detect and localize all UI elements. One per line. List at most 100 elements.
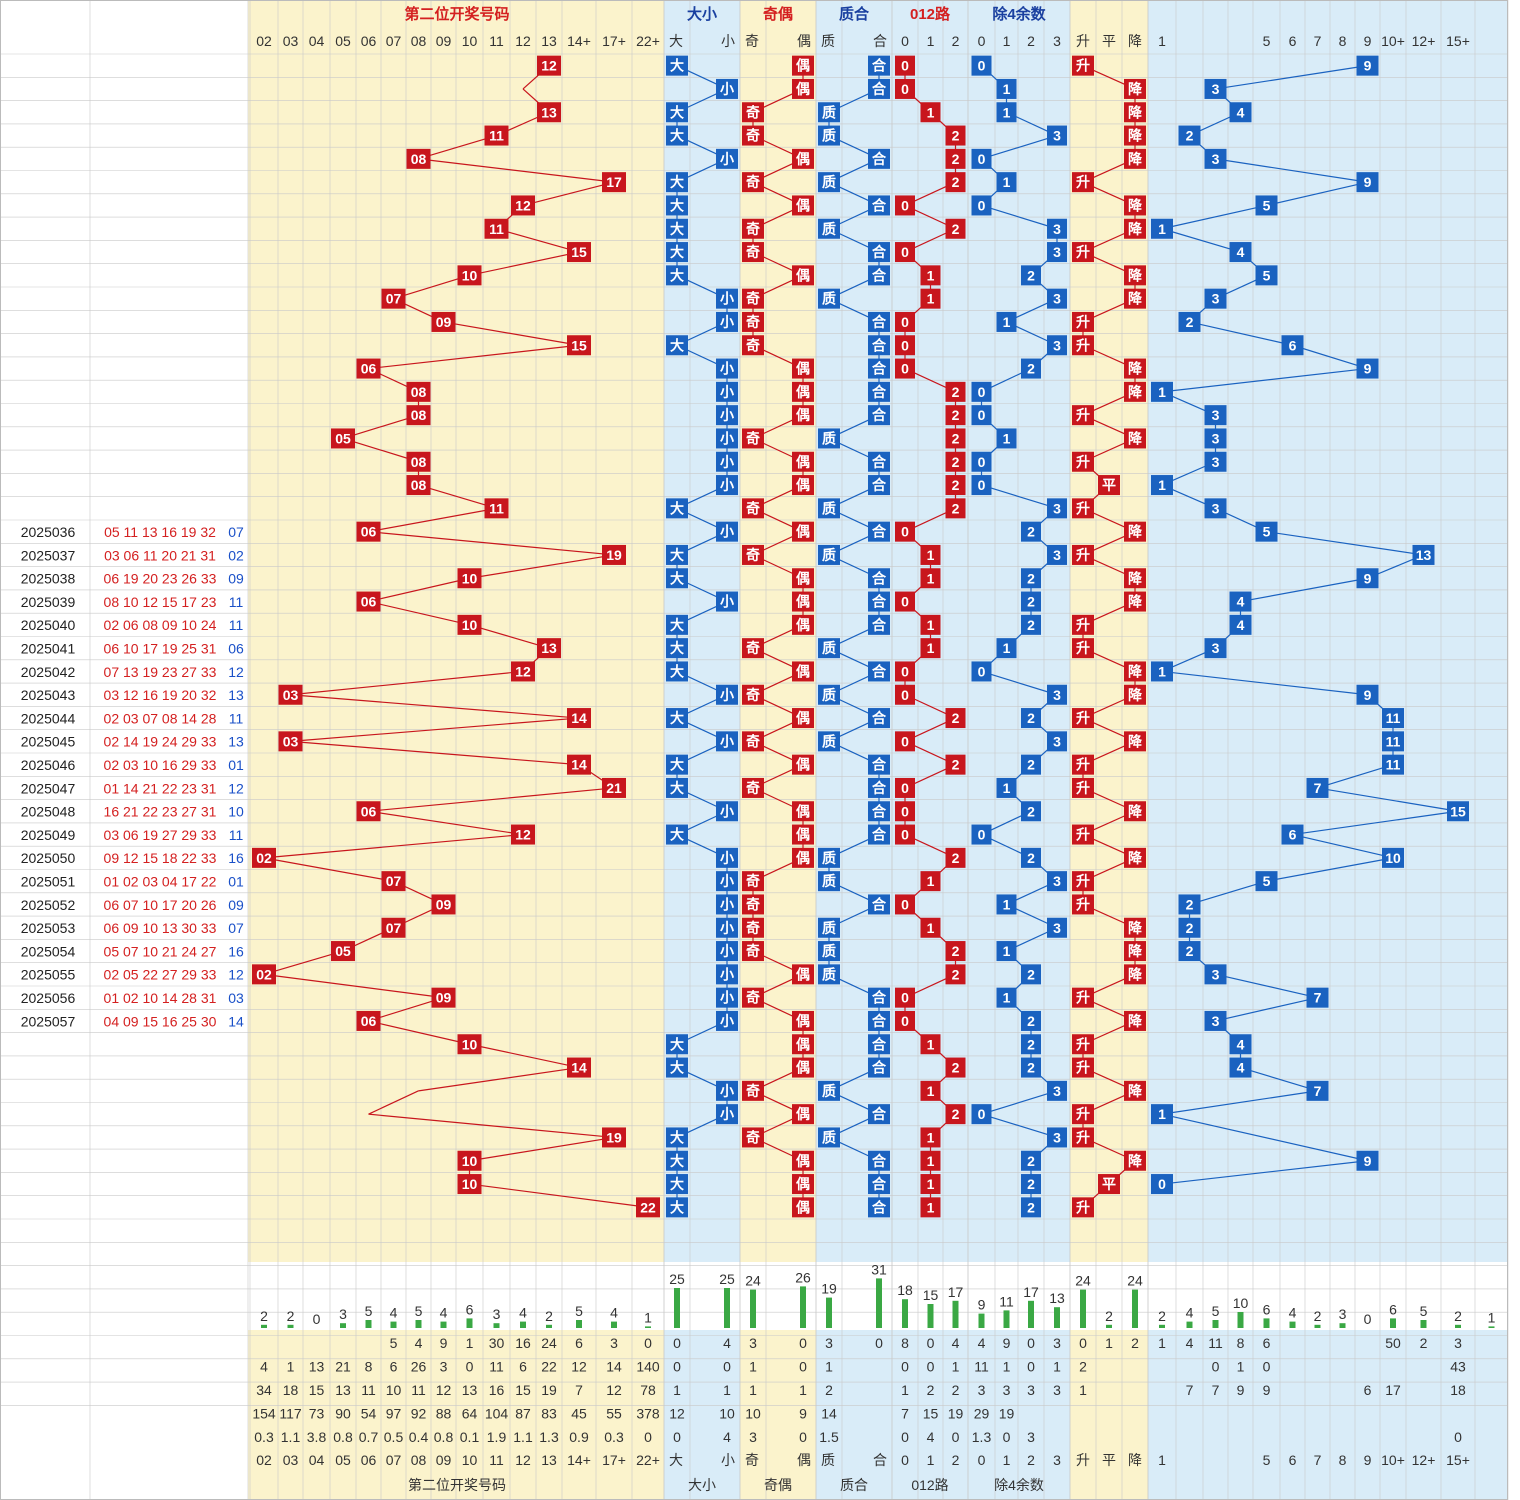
size-hit-box bbox=[666, 55, 688, 76]
stat-position: 12 bbox=[571, 1359, 587, 1375]
size-hit-label: 小 bbox=[720, 850, 734, 866]
stat-position: 45 bbox=[571, 1406, 587, 1422]
stat-position: 1.3 bbox=[539, 1429, 559, 1445]
parity-total-bar bbox=[800, 1286, 806, 1328]
size-hit-box bbox=[716, 428, 738, 449]
parity-hit-label: 奇 bbox=[746, 1129, 760, 1145]
parity-hit-box bbox=[792, 1057, 814, 1078]
position-hit-label: 11 bbox=[489, 500, 504, 516]
stat-size: 0 bbox=[673, 1359, 681, 1375]
prime-hit-label: 质 bbox=[822, 291, 836, 307]
period-red-balls: 05 11 13 16 19 32 bbox=[104, 524, 216, 540]
route-hit-label: 2 bbox=[952, 850, 960, 866]
period-blue-ball: 07 bbox=[228, 524, 244, 540]
route-hit-label: 2 bbox=[952, 966, 960, 982]
size-hit-label: 大 bbox=[670, 1199, 684, 1215]
parity-hit-label: 奇 bbox=[746, 780, 760, 796]
trend-hit-label: 升 bbox=[1076, 873, 1090, 889]
prime-hit-box bbox=[818, 544, 840, 565]
route-hit-box bbox=[895, 661, 915, 682]
column-header-span: 12+ bbox=[1412, 33, 1436, 49]
size-hit-box bbox=[666, 1127, 688, 1148]
column-header-pos: 10 bbox=[462, 33, 478, 49]
mod4-hit-box bbox=[971, 55, 992, 76]
trend-hit-label: 降 bbox=[1128, 221, 1143, 237]
span-total-bar bbox=[1159, 1324, 1165, 1328]
stat-span: 7 bbox=[1186, 1382, 1194, 1398]
mod4-hit-box bbox=[1047, 498, 1067, 519]
prime-hit-box bbox=[818, 288, 840, 309]
period-blue-ball: 11 bbox=[229, 617, 244, 633]
trend-hit-box bbox=[1072, 614, 1094, 635]
mod4-hit-box bbox=[971, 661, 992, 682]
position-trend-line bbox=[290, 740, 580, 766]
span-total-label: 6 bbox=[1263, 1301, 1271, 1317]
position-hit-label: 14 bbox=[571, 757, 587, 773]
position-trend-line bbox=[469, 1043, 580, 1069]
mod4-hit-box bbox=[1047, 1080, 1067, 1101]
parity-hit-box bbox=[792, 521, 814, 542]
stat-size: 4 bbox=[723, 1429, 731, 1445]
stat-position: 92 bbox=[411, 1406, 427, 1422]
mod4-hit-label: 0 bbox=[978, 454, 986, 470]
route-total-bar bbox=[952, 1300, 959, 1328]
span-hit-label: 3 bbox=[1212, 430, 1220, 446]
stat-mod4: 3 bbox=[1027, 1382, 1035, 1398]
size-hit-box bbox=[716, 801, 738, 822]
position-trend-line bbox=[469, 1136, 615, 1162]
trend-hit-label: 升 bbox=[1076, 896, 1090, 912]
position-hit-box bbox=[356, 591, 381, 612]
span-trend-line bbox=[1317, 787, 1459, 812]
stat-span: 50 bbox=[1385, 1335, 1401, 1351]
span-trend-line bbox=[1292, 810, 1459, 836]
period-red-balls: 01 02 03 04 17 22 bbox=[104, 874, 217, 890]
parity-hit-box bbox=[742, 731, 764, 752]
prime-hit-label: 质 bbox=[822, 1129, 836, 1145]
mod4-hit-label: 2 bbox=[1027, 1153, 1035, 1169]
parity-hit-box bbox=[742, 311, 764, 332]
period-id: 2025046 bbox=[21, 757, 76, 773]
stat-mod4: 3 bbox=[1027, 1429, 1035, 1445]
parity-hit-box bbox=[742, 102, 764, 123]
position-hit-box bbox=[636, 1197, 660, 1218]
parity-hit-box bbox=[792, 754, 814, 775]
mod4-hit-box bbox=[996, 777, 1017, 798]
stat-mod4: 3 bbox=[1053, 1382, 1061, 1398]
prime-hit-box bbox=[868, 1057, 890, 1078]
position-trend-line bbox=[290, 717, 580, 742]
parity-hit-label: 偶 bbox=[796, 966, 810, 982]
trend-hit-box bbox=[1072, 1104, 1094, 1125]
size-hit-box bbox=[716, 871, 738, 892]
position-hit-box bbox=[567, 1057, 591, 1078]
position-total-bar bbox=[645, 1326, 651, 1328]
column-header-zh: 合 bbox=[873, 33, 887, 49]
mod4-hit-label: 1 bbox=[1003, 943, 1011, 959]
route-hit-box bbox=[920, 917, 941, 938]
route-hit-label: 0 bbox=[901, 58, 909, 74]
trend-hit-box bbox=[1124, 917, 1146, 938]
stat-mod4: 4 bbox=[978, 1335, 986, 1351]
route-hit-label: 2 bbox=[952, 477, 960, 493]
period-red-balls: 03 06 11 20 21 31 bbox=[104, 547, 216, 563]
stat-span: 17 bbox=[1385, 1382, 1401, 1398]
column-header-dx: 大 bbox=[669, 33, 683, 49]
position-hit-box bbox=[356, 801, 381, 822]
route-hit-box bbox=[945, 428, 966, 449]
route-hit-label: 0 bbox=[901, 81, 909, 97]
parity-hit-label: 奇 bbox=[746, 920, 760, 936]
position-total-bar bbox=[493, 1323, 500, 1328]
span-trend-line bbox=[1317, 764, 1394, 789]
span-hit-box bbox=[1178, 894, 1201, 915]
position-hit-label: 06 bbox=[361, 361, 377, 377]
parity-hit-label: 偶 bbox=[796, 1060, 810, 1076]
stat-position: 83 bbox=[541, 1406, 557, 1422]
position-hit-box bbox=[431, 894, 456, 915]
position-hit-box bbox=[511, 824, 535, 845]
span-total-label: 10 bbox=[1233, 1295, 1249, 1311]
span-trend-line bbox=[1292, 833, 1394, 859]
column-header-pos: 04 bbox=[309, 33, 325, 49]
route-hit-box bbox=[920, 1034, 941, 1055]
position-total-label: 2 bbox=[260, 1308, 268, 1324]
mod4-hit-label: 0 bbox=[978, 197, 986, 213]
parity-hit-label: 偶 bbox=[796, 1176, 810, 1192]
